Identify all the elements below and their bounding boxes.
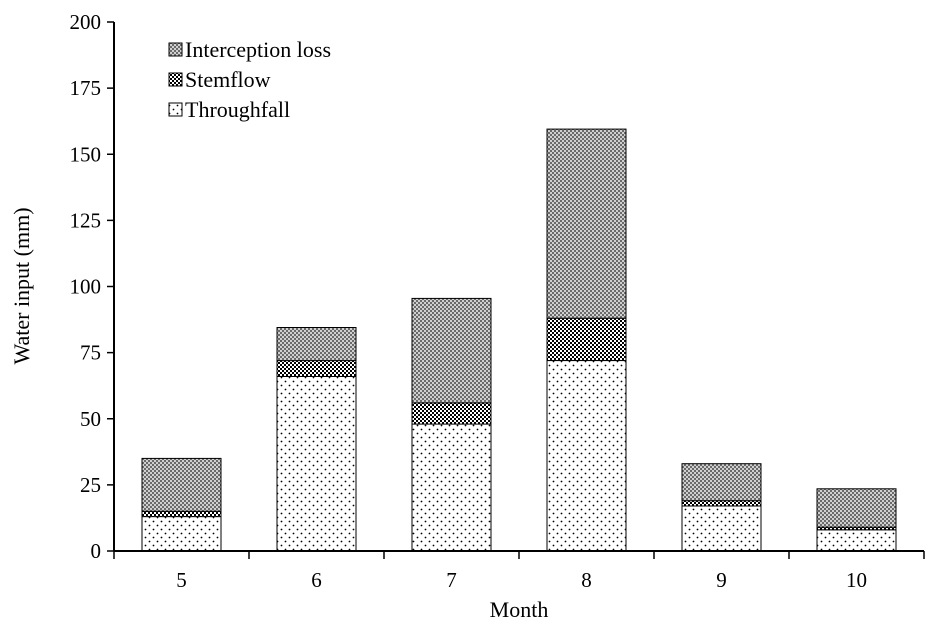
y-axis-ticks: 0 25 50 75 100 125 150 175 200: [70, 10, 114, 563]
legend-swatch-interception-loss: [168, 42, 183, 57]
bar-interception-loss-month-10: [816, 488, 897, 528]
x-tick-label: 7: [446, 568, 457, 592]
legend-label-throughfall: Throughfall: [185, 97, 290, 122]
y-tick-label: 100: [70, 275, 102, 299]
bar-interception-loss-month-8: [546, 128, 627, 319]
bar-interception-loss-month-7: [411, 297, 492, 404]
bar-throughfall-month-8: [546, 360, 627, 552]
bar-stemflow-month-5: [141, 510, 222, 518]
x-tick-label: 6: [311, 568, 322, 592]
y-axis-title: Water input (mm): [9, 207, 34, 364]
x-tick-label: 10: [846, 568, 867, 592]
bar-throughfall-month-7: [411, 423, 492, 552]
y-tick-label: 0: [91, 539, 102, 563]
x-axis-ticks: 5 6 7 8 9 10: [113, 551, 925, 592]
y-tick-label: 175: [70, 76, 102, 100]
y-tick-label: 75: [80, 341, 101, 365]
bars-layer: [141, 128, 897, 552]
legend-label-interception-loss: Interception loss: [185, 37, 331, 62]
bar-throughfall-month-5: [141, 516, 222, 552]
bar-stemflow-month-8: [546, 317, 627, 362]
bar-throughfall-month-9: [681, 505, 762, 552]
y-tick-label: 25: [80, 473, 101, 497]
bar-interception-loss-month-5: [141, 457, 222, 512]
bar-stemflow-month-9: [681, 500, 762, 507]
legend-label-stemflow: Stemflow: [185, 67, 271, 92]
bar-throughfall-month-10: [816, 529, 897, 552]
y-tick-label: 125: [70, 208, 102, 232]
x-tick-label: 8: [581, 568, 592, 592]
y-tick-label: 150: [70, 142, 102, 166]
x-axis-title: Month: [490, 597, 549, 622]
legend-swatch-stemflow: [168, 72, 183, 87]
bar-throughfall-month-6: [276, 375, 357, 552]
y-tick-label: 200: [70, 10, 102, 34]
y-tick-label: 50: [80, 407, 101, 431]
bar-interception-loss-month-9: [681, 463, 762, 502]
bar-stemflow-month-6: [276, 360, 357, 378]
legend-swatch-throughfall: [168, 102, 183, 117]
bar-interception-loss-month-6: [276, 327, 357, 362]
x-tick-label: 5: [176, 568, 187, 592]
x-tick-label: 9: [716, 568, 727, 592]
bar-stemflow-month-7: [411, 402, 492, 425]
legend: Interception loss Stemflow Throughfall: [168, 37, 331, 122]
